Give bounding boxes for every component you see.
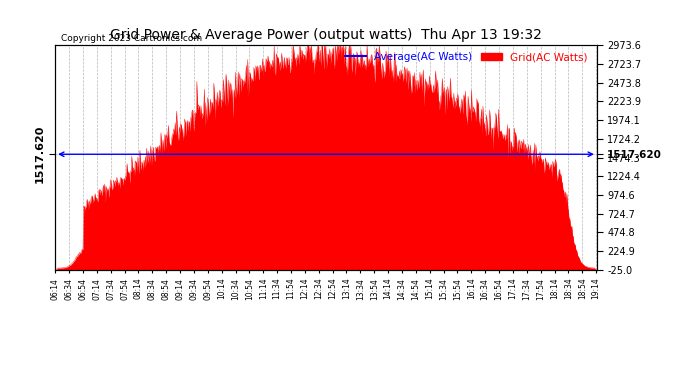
Title: Grid Power & Average Power (output watts)  Thu Apr 13 19:32: Grid Power & Average Power (output watts…: [110, 28, 542, 42]
Legend: Average(AC Watts), Grid(AC Watts): Average(AC Watts), Grid(AC Watts): [341, 48, 591, 66]
Text: Copyright 2023 Cartronics.com: Copyright 2023 Cartronics.com: [61, 34, 201, 43]
